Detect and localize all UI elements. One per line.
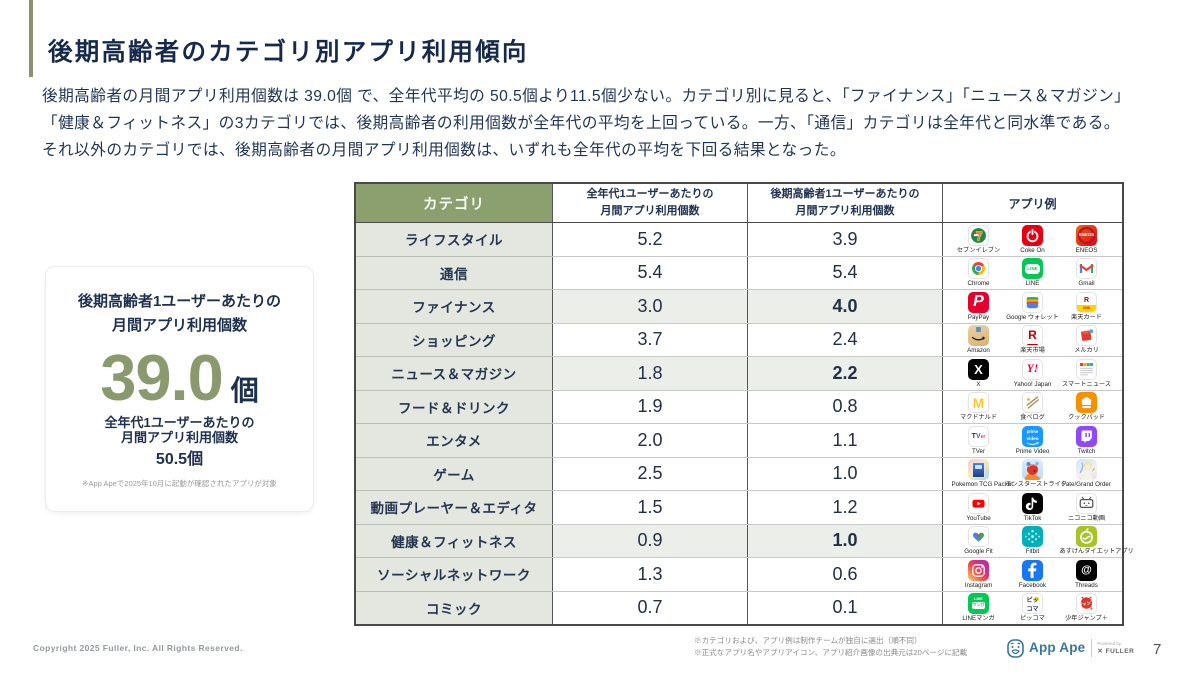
svg-text:ジャンプ: ジャンプ [1078, 598, 1096, 607]
svg-text:+: + [1090, 607, 1093, 613]
svg-text:7: 7 [976, 229, 983, 243]
